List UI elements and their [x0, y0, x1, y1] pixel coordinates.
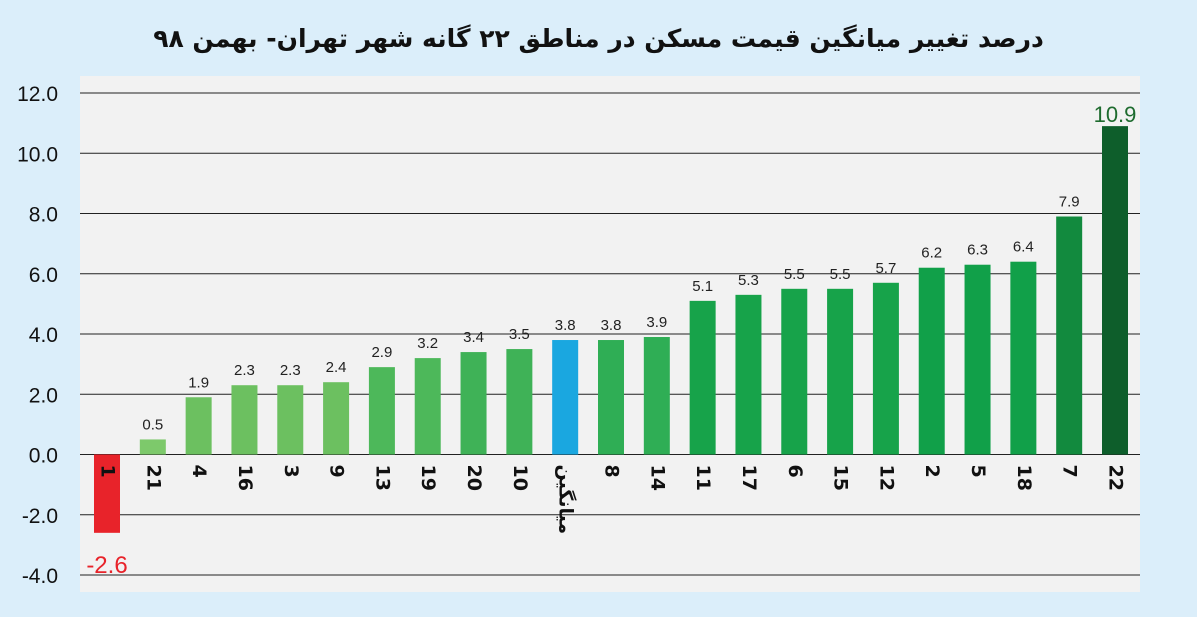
bar [598, 340, 624, 455]
y-tick-label: 4.0 [29, 324, 58, 347]
y-tick-label: 10.0 [17, 143, 58, 166]
value-label: 3.4 [463, 329, 484, 346]
y-tick-label: -2.0 [22, 505, 58, 528]
bar [1056, 216, 1083, 455]
value-label: 3.8 [601, 317, 622, 334]
bar [827, 288, 854, 455]
chart-title: درصد تغییر میانگین قیمت مسکن در مناطق ۲۲… [153, 24, 1044, 53]
bar [185, 397, 212, 455]
bar [231, 385, 258, 455]
category-label: 18 [1013, 465, 1035, 491]
bar [139, 439, 166, 455]
value-label: 2.3 [234, 362, 255, 379]
bar [689, 300, 716, 455]
bar [94, 454, 120, 533]
bar [1010, 261, 1037, 455]
category-label: 1 [97, 465, 119, 478]
bar [964, 264, 991, 455]
bar [643, 337, 670, 455]
category-label: 3 [280, 465, 302, 478]
category-label: 22 [1105, 465, 1127, 491]
category-label: 21 [142, 465, 164, 491]
value-label: 6.2 [921, 245, 942, 262]
bar [735, 294, 762, 455]
category-label: 8 [601, 465, 623, 478]
value-label: 3.5 [509, 326, 530, 343]
value-label: 5.5 [784, 266, 805, 283]
value-label: 5.7 [875, 260, 896, 277]
category-label: 11 [692, 465, 714, 491]
value-label: 2.9 [371, 344, 392, 361]
category-label: 20 [463, 465, 485, 491]
bar [552, 340, 579, 455]
y-tick-label: 12.0 [17, 83, 58, 106]
category-label: 12 [875, 465, 897, 491]
category-label: 7 [1059, 465, 1081, 478]
value-label: -2.6 [86, 552, 127, 579]
value-label: 6.4 [1013, 239, 1034, 256]
category-label: 9 [326, 465, 348, 478]
value-label: 0.5 [142, 416, 163, 433]
bar [506, 349, 533, 455]
category-label: 19 [417, 465, 439, 491]
bar [918, 267, 945, 455]
category-label: 4 [188, 465, 210, 478]
category-label: میانگین [555, 465, 578, 535]
category-label: 17 [738, 465, 760, 491]
value-label: 5.5 [830, 266, 851, 283]
value-label: 3.8 [555, 317, 576, 334]
bar [460, 352, 487, 455]
value-label: 1.9 [188, 374, 209, 391]
value-label: 2.3 [280, 362, 301, 379]
value-label: 6.3 [967, 242, 988, 259]
value-label: 5.3 [738, 272, 759, 289]
category-label: 5 [967, 465, 989, 478]
bar [368, 367, 395, 455]
y-tick-label: 0.0 [29, 445, 58, 468]
category-label: 15 [830, 465, 852, 491]
category-label: 6 [784, 465, 806, 478]
y-tick-label: 8.0 [29, 204, 58, 227]
bar [323, 382, 350, 455]
y-tick-label: 6.0 [29, 264, 58, 287]
bar [414, 358, 441, 455]
value-label: 2.4 [326, 359, 347, 376]
category-label: 13 [371, 465, 393, 491]
category-label: 2 [921, 465, 943, 478]
bar [781, 288, 808, 455]
y-tick-label: -4.0 [22, 565, 58, 588]
bar [277, 385, 304, 455]
category-label: 16 [234, 465, 256, 491]
y-tick-label: 2.0 [29, 384, 58, 407]
value-label: 10.9 [1094, 102, 1137, 127]
bar [1102, 126, 1128, 455]
value-label: 5.1 [692, 278, 713, 295]
value-label: 3.2 [417, 335, 438, 352]
value-label: 3.9 [646, 314, 667, 331]
category-label: 14 [646, 465, 668, 491]
value-label: 7.9 [1059, 194, 1080, 211]
category-label: 10 [509, 465, 531, 491]
bar [872, 282, 899, 455]
